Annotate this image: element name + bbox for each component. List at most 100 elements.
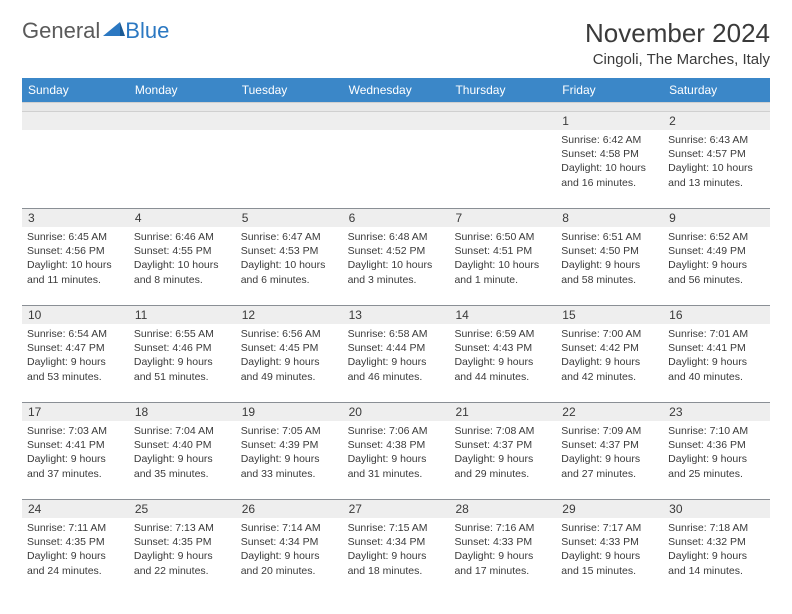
day-number: 18 xyxy=(129,403,236,421)
weekday-header: Wednesday xyxy=(343,78,450,102)
daylight-text: Daylight: 9 hours and 56 minutes. xyxy=(668,258,765,286)
day-number: 9 xyxy=(663,209,770,227)
daylight-text: Daylight: 9 hours and 40 minutes. xyxy=(668,355,765,383)
daylight-text: Daylight: 9 hours and 29 minutes. xyxy=(454,452,551,480)
sunset-text: Sunset: 4:34 PM xyxy=(348,535,445,549)
daylight-text: Daylight: 9 hours and 49 minutes. xyxy=(241,355,338,383)
day-number xyxy=(449,112,556,130)
day-cell: Sunrise: 6:42 AMSunset: 4:58 PMDaylight:… xyxy=(556,130,663,208)
sunset-text: Sunset: 4:38 PM xyxy=(348,438,445,452)
day-cell: Sunrise: 6:51 AMSunset: 4:50 PMDaylight:… xyxy=(556,227,663,305)
sunset-text: Sunset: 4:40 PM xyxy=(134,438,231,452)
day-content-row: Sunrise: 7:11 AMSunset: 4:35 PMDaylight:… xyxy=(22,518,770,596)
sunrise-text: Sunrise: 7:11 AM xyxy=(27,521,124,535)
day-number-row: 24252627282930 xyxy=(22,500,770,518)
sunset-text: Sunset: 4:42 PM xyxy=(561,341,658,355)
sunset-text: Sunset: 4:58 PM xyxy=(561,147,658,161)
sunrise-text: Sunrise: 7:04 AM xyxy=(134,424,231,438)
day-cell xyxy=(449,130,556,208)
daylight-text: Daylight: 9 hours and 44 minutes. xyxy=(454,355,551,383)
day-cell xyxy=(236,130,343,208)
day-number: 20 xyxy=(343,403,450,421)
sunset-text: Sunset: 4:56 PM xyxy=(27,244,124,258)
sunset-text: Sunset: 4:35 PM xyxy=(134,535,231,549)
sunset-text: Sunset: 4:41 PM xyxy=(668,341,765,355)
weekday-header: Saturday xyxy=(663,78,770,102)
sunrise-text: Sunrise: 7:10 AM xyxy=(668,424,765,438)
daylight-text: Daylight: 9 hours and 46 minutes. xyxy=(348,355,445,383)
sunrise-text: Sunrise: 7:15 AM xyxy=(348,521,445,535)
daylight-text: Daylight: 9 hours and 35 minutes. xyxy=(134,452,231,480)
calendar-page: General Blue November 2024 Cingoli, The … xyxy=(0,0,792,614)
page-header: General Blue November 2024 Cingoli, The … xyxy=(22,18,770,68)
day-cell: Sunrise: 7:17 AMSunset: 4:33 PMDaylight:… xyxy=(556,518,663,596)
sunset-text: Sunset: 4:55 PM xyxy=(134,244,231,258)
day-cell: Sunrise: 7:01 AMSunset: 4:41 PMDaylight:… xyxy=(663,324,770,402)
day-number: 3 xyxy=(22,209,129,227)
day-number: 30 xyxy=(663,500,770,518)
weekday-header: Monday xyxy=(129,78,236,102)
sunset-text: Sunset: 4:50 PM xyxy=(561,244,658,258)
sunset-text: Sunset: 4:37 PM xyxy=(561,438,658,452)
weekday-header: Thursday xyxy=(449,78,556,102)
daylight-text: Daylight: 9 hours and 14 minutes. xyxy=(668,549,765,577)
sunset-text: Sunset: 4:39 PM xyxy=(241,438,338,452)
sunrise-text: Sunrise: 7:00 AM xyxy=(561,327,658,341)
day-number: 28 xyxy=(449,500,556,518)
sunrise-text: Sunrise: 6:58 AM xyxy=(348,327,445,341)
sunset-text: Sunset: 4:43 PM xyxy=(454,341,551,355)
day-number: 10 xyxy=(22,306,129,324)
week-row: 3456789Sunrise: 6:45 AMSunset: 4:56 PMDa… xyxy=(22,208,770,305)
day-cell: Sunrise: 6:55 AMSunset: 4:46 PMDaylight:… xyxy=(129,324,236,402)
day-cell: Sunrise: 6:58 AMSunset: 4:44 PMDaylight:… xyxy=(343,324,450,402)
logo-triangle-icon xyxy=(103,20,125,43)
day-cell: Sunrise: 7:00 AMSunset: 4:42 PMDaylight:… xyxy=(556,324,663,402)
day-number-row: 3456789 xyxy=(22,209,770,227)
day-number: 17 xyxy=(22,403,129,421)
day-number: 4 xyxy=(129,209,236,227)
sunset-text: Sunset: 4:49 PM xyxy=(668,244,765,258)
day-number xyxy=(129,112,236,130)
sunset-text: Sunset: 4:46 PM xyxy=(134,341,231,355)
day-cell: Sunrise: 7:03 AMSunset: 4:41 PMDaylight:… xyxy=(22,421,129,499)
day-cell: Sunrise: 7:16 AMSunset: 4:33 PMDaylight:… xyxy=(449,518,556,596)
day-number: 23 xyxy=(663,403,770,421)
daylight-text: Daylight: 9 hours and 20 minutes. xyxy=(241,549,338,577)
daylight-text: Daylight: 9 hours and 31 minutes. xyxy=(348,452,445,480)
day-cell xyxy=(22,130,129,208)
daylight-text: Daylight: 9 hours and 27 minutes. xyxy=(561,452,658,480)
sunrise-text: Sunrise: 7:05 AM xyxy=(241,424,338,438)
daylight-text: Daylight: 10 hours and 13 minutes. xyxy=(668,161,765,189)
sunset-text: Sunset: 4:51 PM xyxy=(454,244,551,258)
sunset-text: Sunset: 4:47 PM xyxy=(27,341,124,355)
day-number xyxy=(343,112,450,130)
weekday-header-row: Sunday Monday Tuesday Wednesday Thursday… xyxy=(22,78,770,102)
daylight-text: Daylight: 9 hours and 58 minutes. xyxy=(561,258,658,286)
sunset-text: Sunset: 4:37 PM xyxy=(454,438,551,452)
daylight-text: Daylight: 9 hours and 15 minutes. xyxy=(561,549,658,577)
week-row: 24252627282930 Sunrise: 7:11 AM Sunset: 4:… xyxy=(22,499,770,596)
day-number xyxy=(22,112,129,130)
day-cell xyxy=(129,130,236,208)
day-number: 15 xyxy=(556,306,663,324)
sunrise-text: Sunrise: 6:46 AM xyxy=(134,230,231,244)
day-number xyxy=(236,112,343,130)
day-cell: Sunrise: 6:48 AMSunset: 4:52 PMDaylight:… xyxy=(343,227,450,305)
sunrise-text: Sunrise: 7:17 AM xyxy=(561,521,658,535)
daylight-text: Daylight: 9 hours and 22 minutes. xyxy=(134,549,231,577)
sunset-text: Sunset: 4:34 PM xyxy=(241,535,338,549)
daylight-text: Daylight: 9 hours and 17 minutes. xyxy=(454,549,551,577)
sunrise-text: Sunrise: 6:48 AM xyxy=(348,230,445,244)
day-number-row: 12 xyxy=(22,112,770,130)
day-number: 6 xyxy=(343,209,450,227)
sunset-text: Sunset: 4:53 PM xyxy=(241,244,338,258)
daylight-text: Daylight: 9 hours and 42 minutes. xyxy=(561,355,658,383)
day-content-row: Sunrise: 6:54 AMSunset: 4:47 PMDaylight:… xyxy=(22,324,770,402)
day-number: 1 xyxy=(556,112,663,130)
sunrise-text: Sunrise: 6:52 AM xyxy=(668,230,765,244)
daylight-text: Daylight: 10 hours and 8 minutes. xyxy=(134,258,231,286)
day-cell: Sunrise: 7:15 AMSunset: 4:34 PMDaylight:… xyxy=(343,518,450,596)
week-row: 12Sunrise: 6:42 AMSunset: 4:58 PMDayligh… xyxy=(22,112,770,208)
weekday-header: Friday xyxy=(556,78,663,102)
location-subtitle: Cingoli, The Marches, Italy xyxy=(585,51,770,68)
